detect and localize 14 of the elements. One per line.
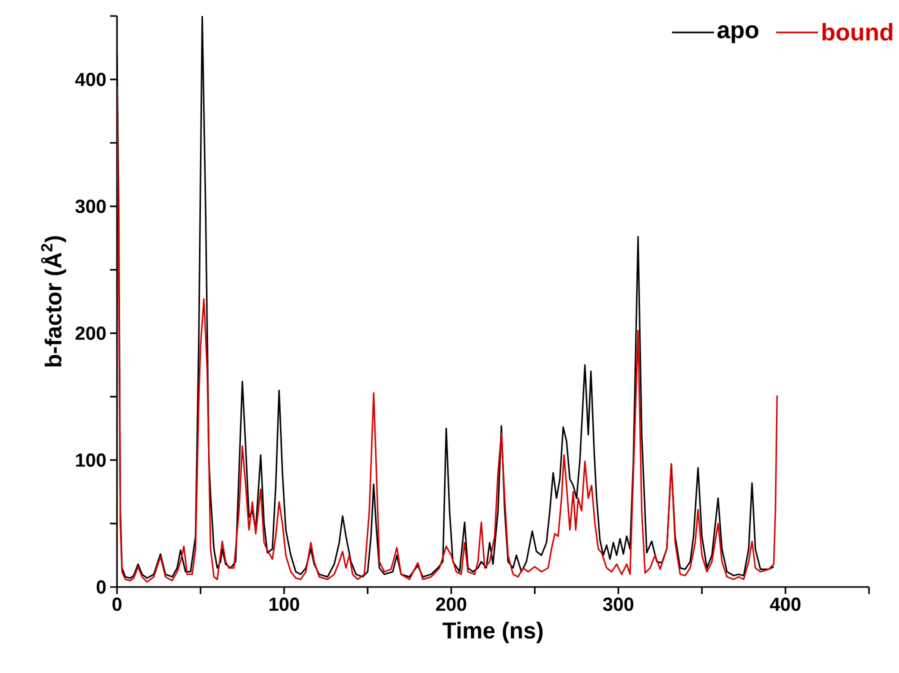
y-tick-label: 400 — [75, 72, 106, 86]
y-tick-label: 200 — [76, 326, 106, 340]
x-tick-label: 200 — [436, 598, 466, 611]
x-tick-label: 400 — [770, 598, 800, 611]
y-tick-label: 300 — [75, 200, 106, 214]
x-tick-label: 0 — [112, 598, 122, 611]
x-axis-title: Time (ns) — [442, 622, 543, 644]
y-tick-label: 100 — [76, 453, 106, 467]
y-tick-label: 0 — [96, 580, 106, 594]
y-axis-title: b-factor (Å$^{2}$) — [41, 236, 66, 366]
x-tick-label: 100 — [270, 598, 300, 611]
x-tick-label: 300 — [602, 598, 634, 611]
legend-label: bound — [822, 23, 892, 41]
legend-label: apo — [717, 25, 758, 44]
